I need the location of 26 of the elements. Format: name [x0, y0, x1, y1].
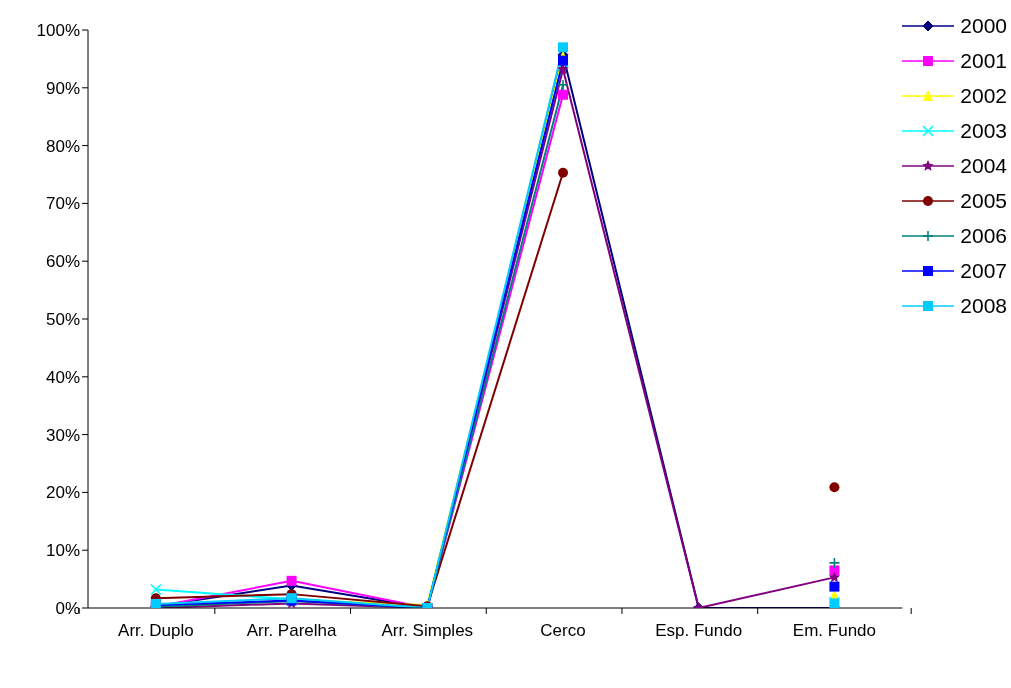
x-tick-label: Arr. Parelha	[246, 621, 337, 640]
legend-label: 2006	[960, 223, 1007, 249]
x-tick-label: Em. Fundo	[792, 621, 876, 640]
legend-label: 2004	[960, 153, 1007, 179]
legend-label: 2008	[960, 293, 1007, 319]
y-tick-label: 80%	[45, 136, 80, 156]
x-tick-label: Cerco	[540, 621, 586, 640]
x-tick-label: Arr. Simples	[381, 621, 474, 640]
y-tick-label: 30%	[45, 425, 80, 445]
legend-label: 2002	[960, 83, 1007, 109]
y-tick-label: 70%	[45, 194, 80, 214]
y-tick-label: 40%	[45, 367, 80, 387]
y-tick-label: 90%	[45, 78, 80, 98]
x-tick-label: Esp. Fundo	[655, 621, 743, 640]
y-tick-label: 60%	[45, 252, 80, 272]
y-tick-label: 50%	[45, 310, 80, 330]
legend-label: 2000	[960, 13, 1007, 39]
legend-label: 2001	[960, 48, 1007, 74]
x-tick-label: Arr. Duplo	[118, 621, 194, 640]
legend-label: 2005	[960, 188, 1007, 214]
legend-label: 2007	[960, 258, 1007, 284]
y-tick-label: 100%	[36, 21, 80, 41]
legend-label: 2003	[960, 118, 1007, 144]
y-tick-label: 10%	[45, 541, 80, 561]
y-tick-label: 20%	[45, 483, 80, 503]
y-tick-label: 0%	[55, 599, 80, 619]
